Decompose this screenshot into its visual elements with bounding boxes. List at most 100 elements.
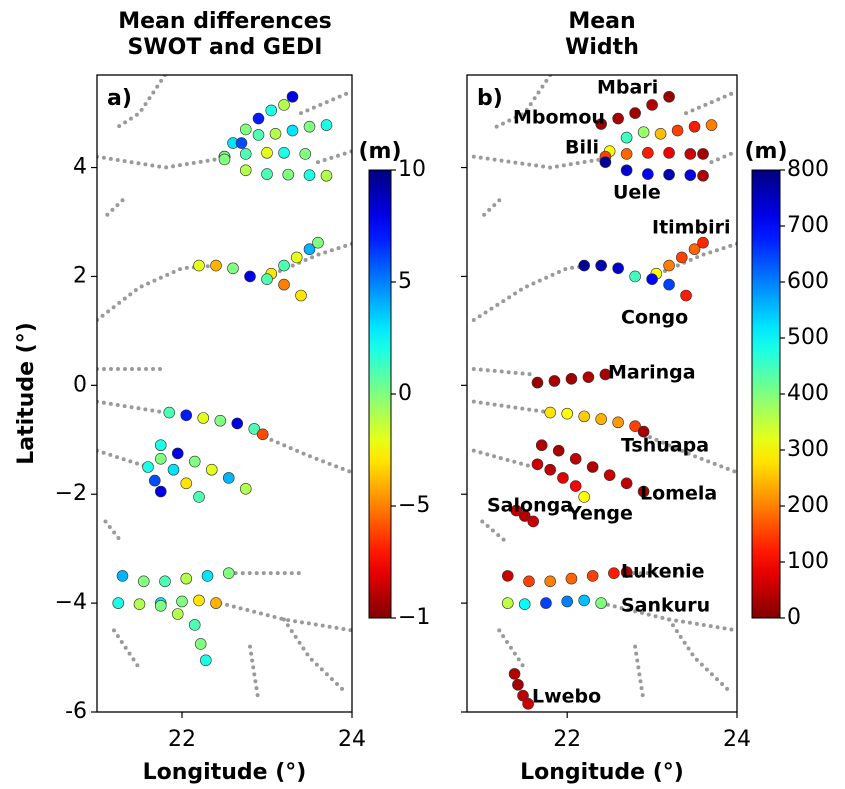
x-axis-label: Longitude (°)	[520, 760, 684, 785]
river-point	[299, 148, 312, 160]
river-point	[269, 128, 282, 140]
colorbar-label: (m)	[358, 139, 401, 164]
river-point	[531, 376, 544, 389]
river-point	[501, 597, 514, 609]
river-point	[239, 123, 252, 136]
river-point	[676, 251, 688, 264]
river-point	[180, 572, 193, 585]
river-label: Mbari	[597, 77, 658, 99]
background-river	[488, 75, 553, 132]
river-point	[569, 480, 582, 492]
background-river	[471, 448, 536, 469]
river-point	[303, 243, 316, 256]
river-point	[697, 236, 709, 249]
river-point	[663, 278, 675, 291]
river-point	[214, 414, 227, 427]
background-river	[667, 617, 731, 693]
colorbar-tick-label: 500	[787, 325, 829, 350]
background-river	[218, 601, 352, 633]
background-river	[97, 154, 218, 170]
river-point	[557, 472, 569, 484]
river-point	[137, 575, 150, 588]
river-point	[180, 409, 193, 422]
river-point	[523, 575, 535, 588]
colorbar-tick-label: 0	[398, 381, 412, 406]
river-point	[620, 566, 633, 578]
river-point	[565, 572, 578, 585]
river-point	[688, 243, 701, 256]
river-point	[663, 90, 675, 103]
river-point	[552, 444, 565, 457]
background-river	[265, 241, 352, 279]
river-point	[194, 638, 207, 650]
river-point	[149, 474, 161, 487]
river-point	[112, 597, 125, 609]
colorbar-tick-label: 5	[398, 269, 412, 294]
river-point	[620, 477, 633, 490]
colorbar-tick-label: 200	[787, 493, 829, 518]
river-point	[663, 147, 675, 159]
river-label: Itimbiri	[652, 217, 730, 239]
river-point	[290, 251, 303, 264]
river-point	[578, 410, 590, 423]
river-point	[265, 104, 278, 117]
colorbar-tick-label: 600	[787, 269, 829, 294]
river-point	[569, 453, 582, 465]
river-point	[595, 413, 607, 425]
river-point	[620, 164, 633, 177]
river-point	[620, 131, 633, 144]
river-point	[320, 119, 333, 131]
river-point	[595, 597, 607, 609]
background-river	[650, 241, 737, 279]
river-point	[218, 153, 231, 166]
river-label: Mbomou	[513, 107, 605, 129]
river-point	[320, 169, 333, 182]
river-point	[188, 455, 201, 468]
river-point	[163, 406, 176, 419]
river-point	[193, 594, 205, 607]
river-point	[684, 169, 697, 181]
river-point	[620, 148, 633, 160]
river-point	[193, 491, 205, 503]
river-point	[697, 169, 709, 182]
river-label: Congo	[621, 307, 688, 329]
river-label: Maringa	[608, 362, 696, 384]
river-label: Uele	[613, 182, 661, 204]
river-point	[603, 469, 616, 481]
river-point	[688, 120, 701, 133]
river-point	[180, 477, 193, 490]
x-axis-label: Longitude (°)	[143, 760, 307, 785]
colorbar-tick-label: 10	[398, 157, 426, 182]
river-point	[544, 575, 557, 588]
river-point	[167, 463, 180, 476]
river-point	[239, 148, 252, 160]
river-point	[518, 510, 531, 522]
colorbar-tick-label: 100	[787, 549, 829, 574]
river-label: Salonga	[487, 495, 573, 517]
river-label: Bili	[565, 137, 599, 159]
river-point	[646, 99, 658, 111]
river-point	[210, 597, 222, 609]
river-point	[535, 439, 548, 452]
river-point	[637, 126, 650, 138]
river-point	[608, 567, 620, 579]
background-river	[480, 198, 502, 219]
river-point	[231, 417, 244, 430]
background-river	[641, 432, 737, 475]
river-point	[159, 575, 171, 588]
river-point	[278, 147, 290, 159]
y-tick-label: 4	[73, 155, 87, 180]
river-point	[278, 259, 290, 272]
river-point	[239, 164, 252, 177]
river-point	[582, 371, 595, 383]
panel-title: Mean differences	[118, 9, 332, 34]
river-point	[278, 99, 290, 111]
river-point	[544, 406, 557, 419]
river-label: Lukenie	[621, 561, 705, 583]
river-point	[595, 259, 607, 272]
river-point	[205, 463, 218, 476]
y-axis-label: Latitude (°)	[14, 322, 39, 465]
